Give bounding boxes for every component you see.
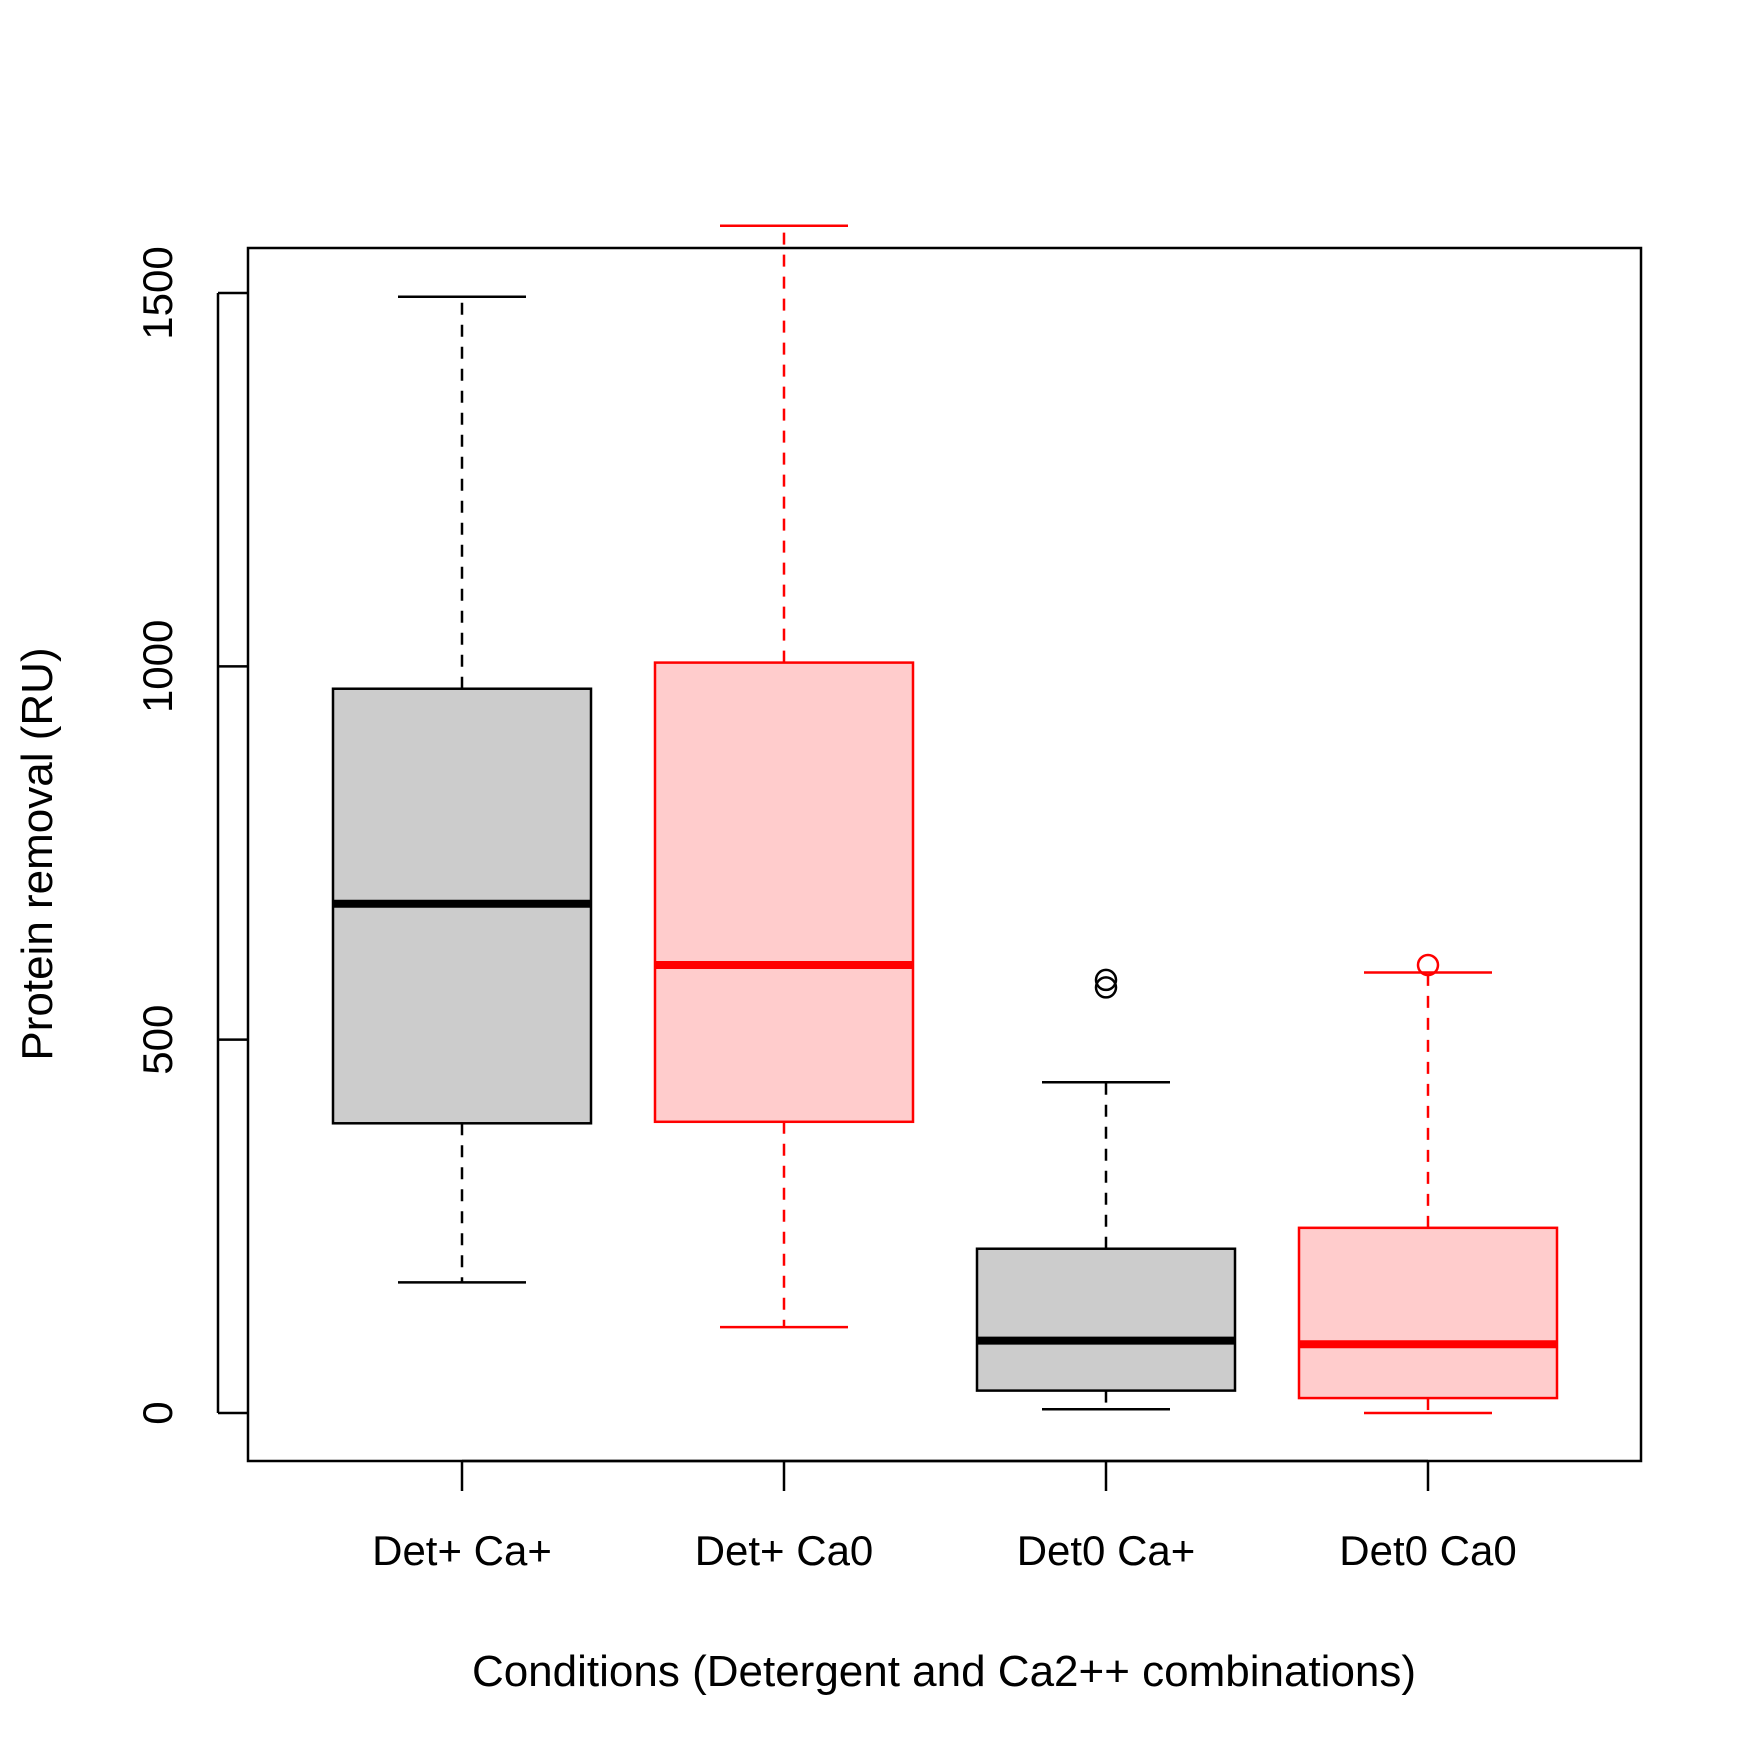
x-tick-label: Det0 Ca+ — [1017, 1527, 1196, 1574]
box-marks — [331, 224, 1559, 1415]
x-axis: Det+ Ca+ Det+ Ca0 Det0 Ca+ Det0 Ca0 — [372, 1459, 1517, 1574]
box-group — [331, 295, 593, 1284]
x-axis-title: Conditions (Detergent and Ca2++ combinat… — [472, 1647, 1416, 1696]
y-axis: 0 500 1000 1500 — [134, 246, 248, 1425]
y-tick-label: 500 — [134, 1005, 181, 1075]
box-group — [653, 224, 915, 1329]
x-tick-label: Det+ Ca0 — [695, 1527, 874, 1574]
outlier-point — [1094, 976, 1118, 999]
x-tick-label: Det+ Ca+ — [372, 1527, 552, 1574]
x-tick-label: Det0 Ca0 — [1339, 1527, 1516, 1574]
iqr-box — [975, 1247, 1237, 1392]
y-tick-label: 1500 — [134, 246, 181, 339]
y-tick-label: 0 — [134, 1401, 181, 1424]
y-axis-title: Protein removal (RU) — [13, 647, 62, 1060]
box-group — [975, 968, 1237, 1411]
box-group — [1297, 953, 1559, 1415]
outlier-point — [1416, 953, 1440, 977]
iqr-box — [1297, 1226, 1559, 1400]
iqr-box — [653, 661, 915, 1124]
y-tick-label: 1000 — [134, 620, 181, 713]
outlier-point — [1094, 968, 1118, 992]
